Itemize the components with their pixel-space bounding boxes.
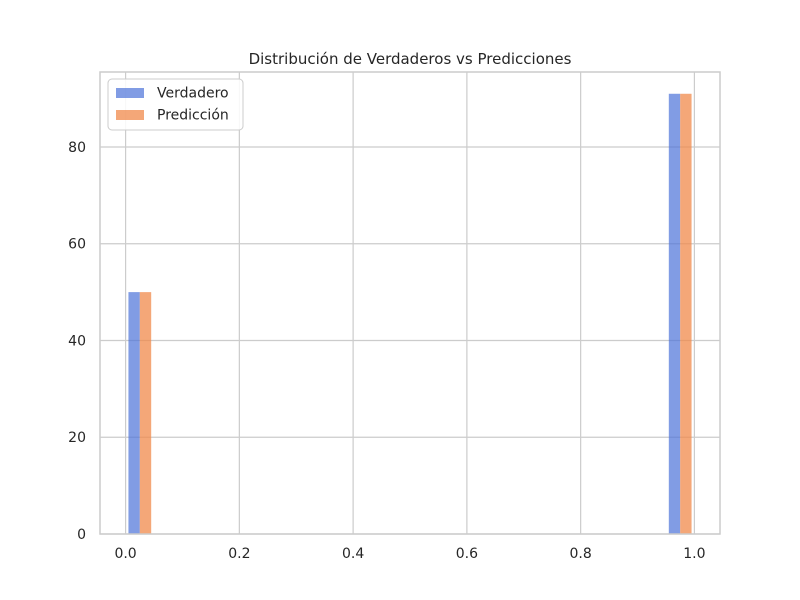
x-tick-label: 0.2	[228, 546, 250, 562]
x-tick-label: 0.8	[570, 546, 592, 562]
bars	[128, 93, 692, 535]
x-ticks: 0.0 0.2 0.4 0.6 0.8 1.0	[114, 546, 705, 562]
bar-prediccion	[680, 93, 692, 535]
x-tick-label: 0.0	[114, 546, 136, 562]
legend-label-verdadero: Verdadero	[157, 86, 229, 102]
y-tick-label: 60	[68, 237, 86, 253]
chart-title: Distribución de Verdaderos vs Prediccion…	[249, 50, 572, 68]
bar-verdadero	[668, 93, 681, 535]
y-ticks: 0 20 40 60 80	[68, 140, 86, 543]
grid-lines	[100, 72, 720, 535]
legend-swatch-verdadero	[116, 88, 144, 98]
plot-frame	[99, 71, 721, 535]
x-tick-label: 0.4	[342, 546, 364, 562]
y-tick-label: 20	[68, 430, 86, 446]
bar-prediccion	[139, 292, 152, 534]
legend-swatch-prediccion	[116, 110, 144, 120]
y-tick-label: 80	[68, 140, 86, 156]
legend: Verdadero Predicción	[107, 78, 244, 131]
y-tick-label: 0	[77, 527, 86, 543]
y-tick-label: 40	[68, 333, 86, 349]
bar-verdadero	[128, 292, 140, 534]
x-tick-label: 1.0	[683, 546, 705, 562]
x-tick-label: 0.6	[456, 546, 478, 562]
legend-label-prediccion: Predicción	[157, 108, 229, 124]
